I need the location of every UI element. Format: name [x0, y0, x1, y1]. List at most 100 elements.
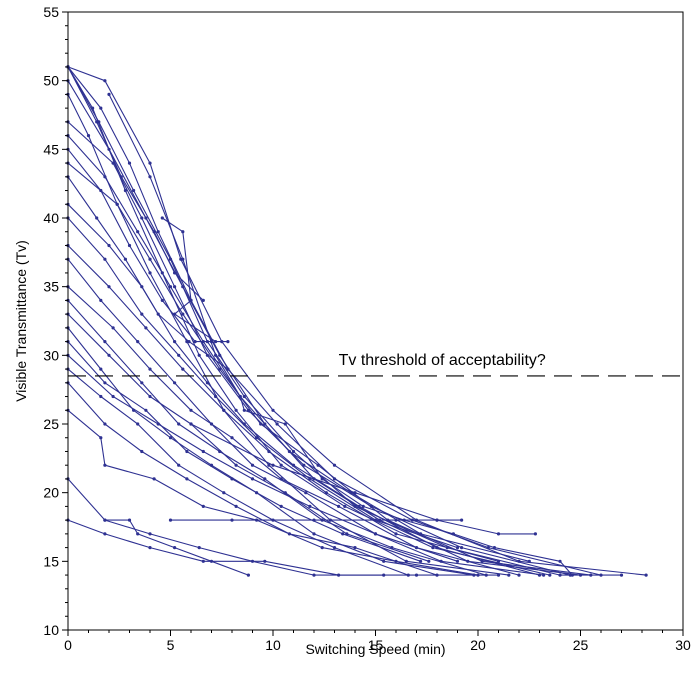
data-point [480, 559, 484, 563]
data-point [275, 422, 279, 426]
x-tick-label: 20 [470, 637, 486, 653]
data-point [127, 243, 132, 248]
data-point [419, 559, 423, 563]
data-point [148, 175, 152, 179]
data-point [451, 532, 455, 536]
data-point [148, 257, 152, 261]
data-point [263, 477, 267, 481]
data-point [209, 559, 214, 563]
data-point [201, 449, 205, 454]
data-point [140, 312, 144, 316]
data-point [103, 518, 107, 522]
data-point [148, 161, 152, 165]
data-point [160, 216, 164, 220]
series-line [161, 217, 228, 343]
data-point [111, 326, 115, 330]
data-point [148, 394, 152, 399]
data-point [455, 546, 460, 550]
data-point [140, 216, 144, 220]
data-point [181, 230, 185, 234]
data-point [86, 134, 91, 138]
data-point [353, 546, 357, 550]
data-point [496, 559, 501, 563]
data-point [156, 422, 160, 426]
data-point [548, 573, 552, 577]
data-point [312, 532, 316, 536]
data-point [394, 518, 398, 522]
data-point [570, 573, 574, 577]
data-point [507, 573, 511, 577]
data-point [332, 463, 337, 467]
data-point [185, 449, 189, 454]
data-point [279, 504, 283, 508]
data-point [160, 298, 164, 302]
data-point [279, 477, 283, 481]
data-point [111, 394, 115, 399]
data-point [263, 559, 267, 563]
data-point [324, 491, 328, 495]
data-point [492, 546, 496, 550]
data-point [152, 230, 156, 234]
data-point [316, 463, 320, 467]
series-line [67, 66, 204, 301]
data-point [382, 559, 386, 563]
data-point [599, 573, 603, 577]
y-tick-label: 20 [43, 485, 59, 501]
y-tick-label: 10 [43, 622, 59, 638]
data-point [533, 532, 538, 536]
data-point [250, 477, 255, 481]
data-point [302, 463, 306, 467]
data-point [267, 463, 271, 467]
data-point [144, 408, 148, 412]
data-point [250, 463, 255, 467]
data-point [111, 161, 115, 165]
data-point [148, 532, 152, 536]
data-point [95, 120, 99, 124]
series-32 [107, 92, 574, 577]
data-point [91, 106, 95, 110]
data-point [259, 422, 263, 426]
data-point [181, 257, 185, 261]
data-point [486, 546, 490, 550]
data-point [496, 573, 501, 577]
data-point [394, 532, 398, 536]
data-point [291, 449, 296, 454]
data-point [197, 546, 201, 550]
series-line [190, 423, 536, 535]
x-tick-label: 5 [167, 637, 175, 653]
data-point [394, 559, 398, 563]
data-point [320, 546, 324, 550]
data-point [230, 518, 234, 522]
data-point [95, 216, 99, 220]
data-point [181, 367, 185, 371]
x-tick-label: 30 [675, 637, 691, 653]
data-point [136, 532, 140, 536]
series-30 [189, 422, 538, 536]
ticks-layer: 0 5 10 15 20 25 30 10 15 20 25 30 35 40 45 50 55 [43, 4, 691, 653]
data-point [431, 546, 435, 550]
data-point [189, 422, 193, 426]
data-point [320, 477, 324, 481]
data-point [140, 285, 144, 289]
data-point [279, 463, 283, 467]
data-point [173, 312, 177, 316]
data-point [341, 532, 345, 536]
data-point [283, 491, 287, 495]
data-point [222, 408, 226, 412]
data-point [435, 518, 439, 522]
data-point [226, 367, 230, 371]
data-point [414, 573, 419, 577]
data-point [189, 298, 193, 302]
data-point [99, 367, 103, 371]
data-point [271, 463, 275, 467]
data-point [214, 353, 218, 357]
data-point [99, 394, 103, 399]
data-point [234, 504, 238, 508]
series-layer [66, 65, 648, 577]
series-line [67, 313, 429, 562]
y-tick-label: 30 [43, 347, 59, 363]
y-tick-label: 40 [43, 210, 59, 226]
data-point [148, 546, 152, 550]
data-point [589, 573, 593, 577]
series-17 [66, 285, 521, 577]
